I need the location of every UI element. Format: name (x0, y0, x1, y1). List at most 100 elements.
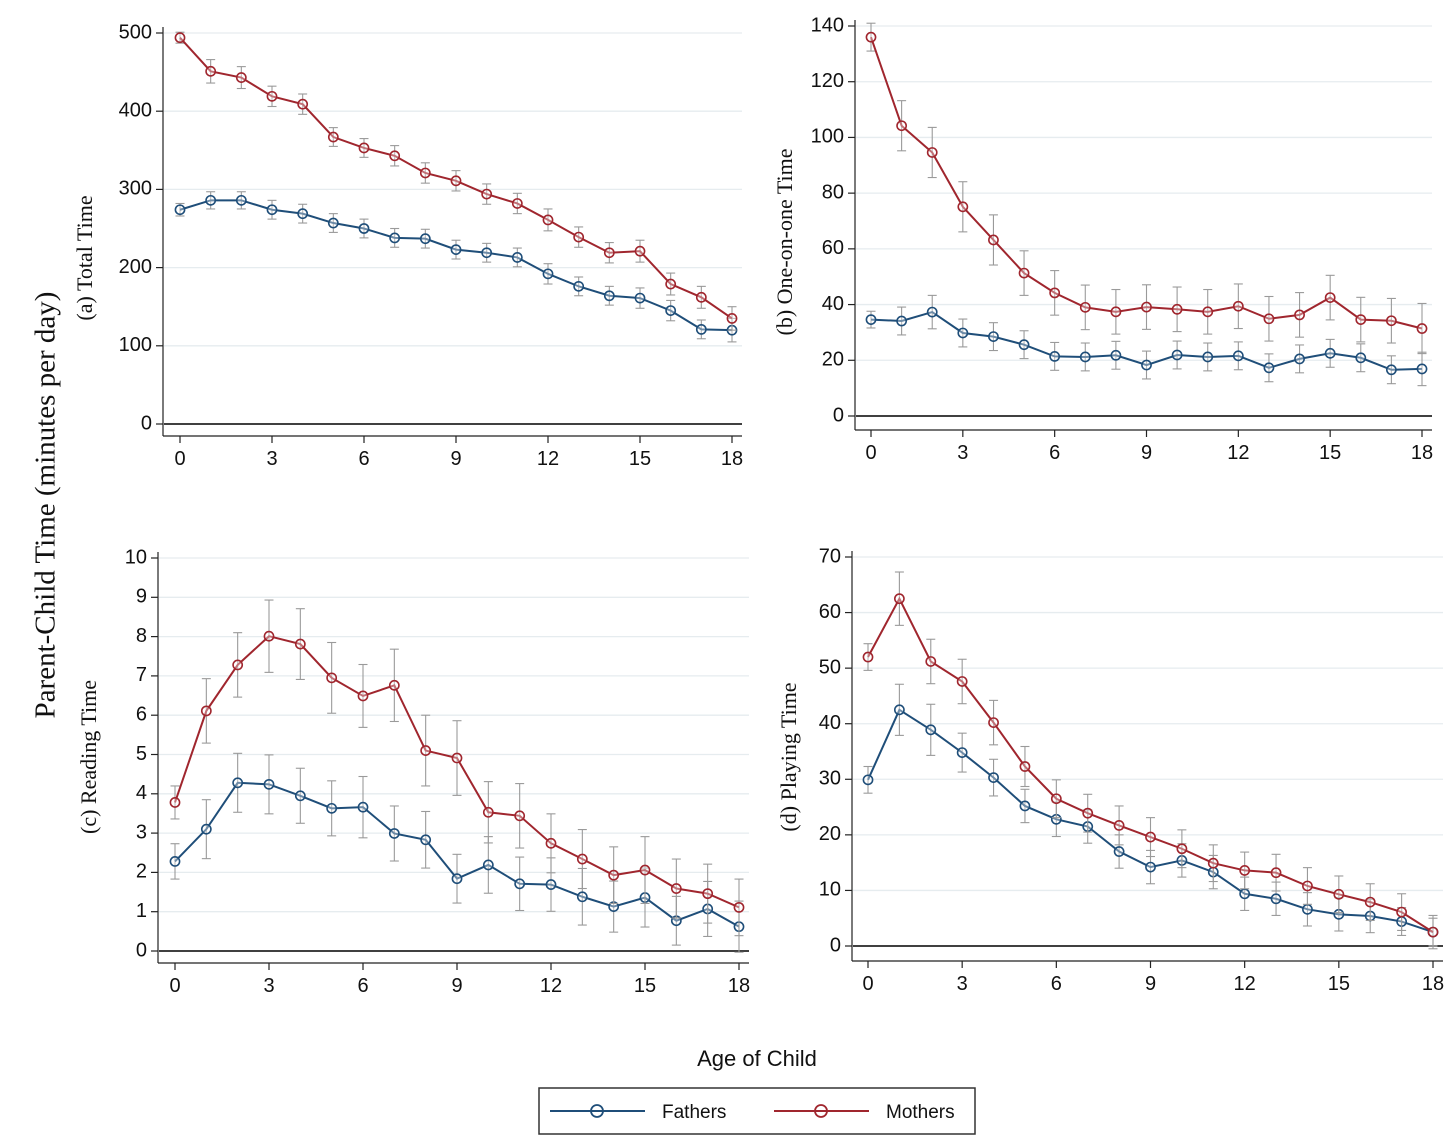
panel-title: (c) Reading Time (76, 680, 101, 834)
data-point-mothers (511, 198, 523, 209)
data-point-fathers (297, 208, 309, 220)
data-point-mothers (1141, 301, 1152, 313)
series-mothers (865, 22, 1428, 355)
data-point-fathers (542, 268, 554, 280)
data-point-mothers (1050, 793, 1062, 805)
data-point-fathers (1416, 363, 1428, 375)
series-fathers (174, 191, 738, 343)
x-tick-label: 3 (263, 975, 274, 997)
data-point-mothers (482, 806, 494, 818)
y-tick-label: 40 (819, 712, 841, 734)
data-point-fathers (357, 801, 369, 813)
x-tick-label: 18 (728, 975, 750, 997)
data-point-mothers (1263, 313, 1275, 325)
y-tick-label: 200 (119, 256, 152, 278)
data-point-mothers (1207, 857, 1219, 869)
x-tick-label: 6 (1049, 442, 1060, 464)
x-tick-label: 9 (450, 448, 461, 470)
data-point-fathers (451, 873, 463, 885)
data-point-mothers (235, 72, 247, 83)
data-point-mothers (388, 679, 400, 691)
data-point-fathers (925, 724, 937, 736)
global-x-axis-label: Age of Child (697, 1046, 817, 1071)
data-point-mothers (670, 883, 682, 894)
data-point-fathers (358, 223, 370, 234)
data-point-mothers (327, 131, 339, 143)
data-point-mothers (1396, 906, 1408, 918)
legend-label-fathers: Fathers (662, 1102, 726, 1123)
x-tick-label: 0 (174, 448, 185, 470)
x-tick-label: 6 (358, 448, 369, 470)
y-tick-label: 0 (141, 412, 152, 434)
data-point-fathers (1145, 861, 1156, 873)
data-point-mothers (726, 313, 738, 324)
data-point-fathers (1270, 893, 1282, 905)
data-point-mothers (893, 593, 905, 605)
series-mothers (174, 31, 738, 331)
data-point-fathers (1385, 364, 1397, 376)
data-point-fathers (1324, 347, 1336, 359)
data-point-mothers (1385, 315, 1397, 327)
y-tick-label: 0 (830, 934, 841, 956)
data-point-mothers (326, 672, 338, 684)
data-point-fathers (1232, 350, 1244, 362)
legend-label-mothers: Mothers (886, 1102, 955, 1123)
data-point-mothers (420, 745, 432, 756)
data-point-fathers (514, 878, 526, 890)
data-point-fathers (200, 823, 212, 835)
data-point-mothers (957, 201, 969, 213)
series-fathers (865, 294, 1428, 387)
x-tick-label: 18 (721, 448, 743, 470)
data-point-mothers (639, 864, 651, 876)
data-point-fathers (205, 194, 217, 206)
data-point-mothers (1049, 287, 1061, 299)
series-line-fathers (179, 199, 733, 332)
data-point-fathers (450, 244, 462, 256)
data-point-mothers (603, 247, 615, 259)
series-line-mothers (179, 37, 733, 320)
data-point-mothers (1239, 865, 1251, 876)
y-tick-label: 5 (136, 743, 147, 765)
x-tick-label: 3 (957, 973, 968, 995)
data-point-mothers (266, 90, 278, 102)
data-point-mothers (733, 901, 745, 913)
y-tick-label: 80 (822, 181, 844, 203)
data-point-fathers (573, 280, 585, 292)
series-line-fathers (870, 311, 1423, 371)
series-line-fathers (867, 708, 1434, 934)
data-point-mothers (545, 837, 557, 849)
panel-one-on-one-time: 0 20 40 60 80 100 120 140 0 3 6 9 12 15 18 (b) One-on-o… (772, 14, 1433, 464)
y-tick-label: 40 (822, 293, 844, 315)
data-point-mothers (608, 869, 620, 881)
data-point-mothers (988, 234, 999, 246)
legend: Fathers Mothers (538, 1087, 976, 1135)
y-tick-label: 10 (125, 546, 147, 568)
y-tick-label: 20 (819, 823, 841, 845)
data-point-fathers (926, 306, 938, 318)
y-tick-label: 0 (833, 404, 844, 426)
data-point-mothers (956, 676, 968, 687)
data-point-mothers (389, 150, 401, 162)
panel-title: (a) Total Time (72, 195, 97, 320)
data-point-fathers (1018, 339, 1030, 351)
x-tick-label: 0 (862, 973, 873, 995)
data-point-mothers (1232, 300, 1244, 312)
y-tick-label: 9 (136, 586, 147, 608)
y-tick-label: 70 (819, 545, 841, 567)
y-tick-label: 10 (819, 879, 841, 901)
data-point-mothers (174, 32, 186, 44)
data-point-fathers (1302, 903, 1313, 915)
data-point-mothers (925, 656, 937, 667)
data-point-fathers (893, 704, 905, 716)
data-point-fathers (266, 204, 278, 216)
data-point-mothers (862, 651, 874, 663)
x-tick-label: 6 (357, 975, 368, 997)
data-point-fathers (388, 828, 400, 839)
data-point-fathers (1294, 353, 1305, 365)
data-point-mothers (1145, 831, 1156, 843)
data-point-mothers (358, 142, 370, 154)
data-point-fathers (1171, 349, 1183, 361)
data-point-mothers (481, 188, 493, 200)
data-point-mothers (665, 278, 677, 290)
y-tick-label: 100 (811, 126, 844, 148)
